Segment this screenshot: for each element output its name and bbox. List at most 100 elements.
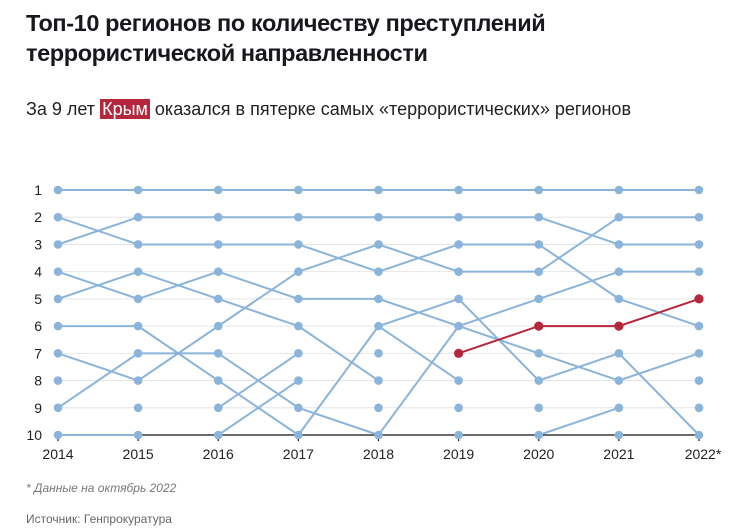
rank-point — [374, 349, 383, 358]
rank-point — [614, 403, 624, 413]
rank-point — [213, 430, 223, 440]
chart-title: Топ-10 регионов по количеству преступлен… — [26, 10, 546, 66]
y-tick-label: 2 — [34, 209, 42, 225]
rank-point — [614, 349, 624, 358]
x-tick-label: 2017 — [283, 446, 314, 462]
rank-point — [213, 240, 223, 249]
rank-point — [694, 376, 704, 385]
series-segment — [297, 325, 380, 382]
series-segment — [137, 325, 219, 382]
series-segment — [298, 243, 379, 273]
rank-point — [614, 212, 624, 222]
x-tick-label: 2015 — [123, 446, 154, 462]
y-tick-label: 6 — [34, 318, 42, 334]
rank-point — [614, 240, 624, 249]
source: Источник: Генпрокуратура — [26, 512, 172, 526]
rank-point — [454, 240, 463, 249]
chart-subtitle: За 9 лет Крым оказался в пятерке самых «… — [26, 96, 726, 122]
rank-point — [374, 294, 383, 304]
rank-point — [294, 430, 303, 440]
rank-point — [213, 294, 223, 304]
y-tick-label: 10 — [26, 427, 42, 443]
rank-point — [534, 294, 544, 304]
rank-point — [374, 376, 383, 385]
rank-point — [294, 212, 303, 222]
rank-point — [454, 185, 463, 195]
series-segment — [217, 297, 299, 328]
series-segment — [57, 352, 139, 382]
rank-point — [454, 267, 463, 276]
y-tick-label: 1 — [34, 182, 42, 198]
x-tick-label: 2014 — [42, 446, 73, 462]
rank-point — [213, 376, 223, 385]
rank-point — [294, 321, 303, 331]
rank-point — [534, 240, 544, 249]
series-segment — [57, 352, 139, 409]
rank-point — [374, 185, 383, 195]
series-segment — [378, 297, 459, 328]
y-tick-label: 9 — [34, 400, 42, 416]
rank-point — [534, 267, 544, 276]
rank-point — [294, 403, 303, 413]
rank-point — [454, 212, 463, 222]
x-tick-label: 2019 — [443, 446, 474, 462]
rank-point — [133, 185, 143, 195]
y-tick-label: 3 — [34, 236, 42, 252]
rank-point — [694, 349, 704, 358]
rank-point — [694, 267, 704, 276]
rank-point — [294, 185, 303, 195]
rank-point — [534, 349, 544, 358]
rank-point — [213, 267, 223, 276]
rank-point — [614, 294, 624, 304]
rank-point — [133, 294, 143, 304]
y-tick-label: 4 — [34, 264, 42, 280]
series-segment — [618, 352, 700, 436]
rank-point — [213, 185, 223, 195]
rank-point — [53, 240, 63, 249]
rank-point — [53, 185, 63, 195]
series-segment — [377, 325, 460, 436]
rank-point — [53, 430, 63, 440]
rank-point — [694, 240, 704, 249]
rank-point — [534, 212, 544, 222]
rank-point — [694, 403, 704, 413]
series-segment — [377, 325, 460, 382]
rank-point — [53, 349, 63, 358]
rank-point — [294, 349, 303, 358]
series-segment — [538, 352, 620, 382]
rank-point — [374, 403, 383, 413]
rank-point — [133, 403, 143, 413]
rank-point — [53, 212, 63, 222]
subtitle-highlight: Крым — [100, 99, 150, 119]
rank-point — [374, 240, 383, 249]
rank-point — [374, 212, 383, 222]
series-segment — [298, 406, 379, 436]
rank-point — [454, 430, 463, 440]
rank-point — [614, 267, 624, 276]
crimea-point — [614, 321, 624, 331]
series-segment — [538, 243, 620, 300]
rank-point — [534, 430, 544, 440]
series-segment — [378, 243, 459, 273]
rank-point — [53, 267, 63, 276]
rank-point — [534, 403, 544, 413]
rank-point — [133, 212, 143, 222]
x-tick-label: 2020 — [523, 446, 554, 462]
rank-point — [53, 321, 63, 331]
rank-point — [374, 267, 383, 276]
rank-point — [694, 212, 704, 222]
rank-point — [133, 267, 143, 276]
series-segment — [538, 270, 620, 300]
series-segment — [137, 270, 219, 300]
rank-point — [294, 376, 303, 385]
rank-point — [133, 376, 143, 385]
crimea-point — [694, 294, 704, 304]
subtitle-before: За 9 лет — [26, 99, 96, 119]
rank-point — [53, 376, 63, 385]
series-segment — [217, 379, 299, 436]
series-segment — [217, 270, 299, 327]
x-tick-label: 2021 — [603, 446, 634, 462]
x-tick-label: 2016 — [203, 446, 234, 462]
rank-point — [454, 403, 463, 413]
rank-point — [534, 185, 544, 195]
